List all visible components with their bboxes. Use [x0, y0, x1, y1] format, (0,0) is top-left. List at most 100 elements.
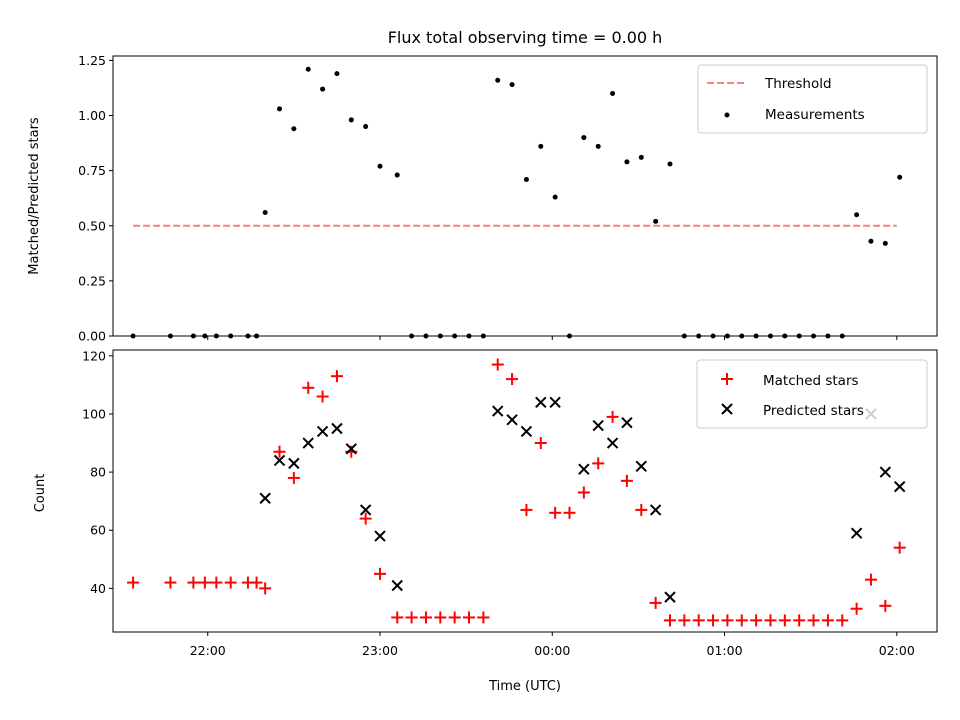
measurement-point [552, 194, 558, 200]
bottom-y-axis-label: Count [33, 474, 48, 513]
measurement-point [466, 333, 472, 339]
matched-star-point [721, 614, 734, 627]
chart-title: Flux total observing time = 0.00 h [388, 28, 663, 47]
bottom-y-tick-label: 40 [90, 581, 106, 596]
measurement-point [291, 126, 297, 132]
measurement-point [897, 174, 903, 180]
matched-star-point [807, 614, 820, 627]
matched-star-point [534, 437, 547, 450]
measurement-point [767, 333, 773, 339]
measurement-point [610, 90, 616, 96]
predicted-star-point [374, 530, 386, 542]
bottom-x-ticks: 22:00 23:00 00:00 01:00 02:00 [190, 632, 915, 658]
matched-star-point [764, 614, 777, 627]
matched-star-point [198, 576, 211, 589]
matched-star-point [127, 576, 140, 589]
matched-star-point [606, 410, 619, 423]
bottom-legend-box [696, 359, 928, 429]
predicted-star-point [879, 466, 892, 478]
measurement-point [882, 240, 888, 246]
measurement-point [130, 333, 136, 339]
measurement-point [782, 333, 788, 339]
measurement-point [523, 176, 529, 182]
matched-star-point [678, 614, 691, 627]
matched-star-point [793, 614, 806, 627]
top-panel-frame [112, 55, 938, 337]
measurement-point [452, 333, 458, 339]
matched-star-point [187, 576, 200, 589]
matched-star-point [735, 614, 748, 627]
predicted-star-point [664, 591, 676, 603]
predicted-star-point [345, 443, 358, 455]
top-y-tick-label: 0.50 [78, 218, 106, 233]
measurement-point [245, 333, 251, 339]
matched-star-point [419, 611, 432, 624]
top-x-ticks [207, 336, 898, 340]
x-tick-label: 00:00 [534, 643, 570, 658]
x-tick-label: 23:00 [362, 643, 398, 658]
matched-star-point [879, 599, 892, 612]
bottom-y-tick-label: 80 [90, 465, 106, 480]
predicted-star-point [273, 454, 286, 467]
matched-star-point [707, 614, 720, 627]
matched-star-point [692, 614, 705, 627]
top-y-axis-label: Matched/Predicted stars [27, 117, 42, 275]
matched-star-point [520, 503, 533, 516]
predicted-star-point [520, 425, 533, 438]
measurement-point [437, 333, 443, 339]
measurement-point [681, 333, 687, 339]
top-y-ticks: 0.00 0.25 0.50 0.75 1.00 1.25 [78, 53, 113, 344]
matched-star-point [778, 614, 791, 627]
bottom-y-tick-label: 60 [90, 523, 106, 538]
matched-star-point [316, 390, 329, 403]
measurement-point [581, 135, 587, 141]
measurement-point [825, 333, 831, 339]
measurement-point [796, 333, 802, 339]
measurement-point [320, 86, 326, 92]
predicted-star-point [578, 463, 590, 475]
top-y-tick-label: 0.00 [78, 329, 106, 344]
predicted-legend-swatch [721, 403, 733, 415]
matched-star-point [477, 611, 490, 624]
matched-star-point [330, 370, 343, 383]
predicted-star-point [302, 437, 314, 449]
matched-legend-swatch [721, 373, 733, 385]
matched-star-point [164, 576, 177, 589]
measurement-point [739, 333, 745, 339]
measurement-point [213, 333, 219, 339]
measurement-point [710, 333, 716, 339]
threshold-legend-label: Threshold [764, 76, 832, 92]
predicted-star-point [359, 504, 372, 516]
matched-star-point [563, 506, 576, 519]
predicted-legend-label: Predicted stars [763, 403, 864, 419]
measurement-point [409, 333, 415, 339]
measurement-point [363, 124, 369, 130]
matched-star-point [836, 614, 849, 627]
bottom-panel: 40 60 80 100 120 22:00 23:00 00:00 01:00 02:00 C… [33, 348, 938, 694]
measurement-point [394, 172, 400, 178]
predicted-star-point [535, 396, 547, 409]
predicted-star-point [635, 460, 647, 472]
matched-star-point [850, 602, 863, 615]
matched-star-point [210, 576, 223, 589]
measurement-point [262, 210, 268, 216]
matched-star-point [577, 486, 590, 499]
measurement-point [334, 71, 340, 77]
matched-star-point [434, 611, 447, 624]
measurement-point [305, 66, 311, 72]
measurement-point [839, 333, 845, 339]
predicted-star-point [850, 527, 863, 539]
predicted-star-point [288, 457, 300, 470]
predicted-star-point [492, 405, 504, 417]
bottom-legend: Matched stars Predicted stars [696, 359, 928, 429]
measurement-point [854, 212, 860, 218]
matched-star-point [302, 381, 315, 394]
measurement-point [190, 333, 196, 339]
bottom-panel-frame [112, 349, 938, 633]
predicted-star-point [621, 416, 633, 429]
measurement-point [624, 159, 630, 165]
measurement-point [228, 333, 234, 339]
matched-star-point [635, 503, 648, 516]
measurement-point [423, 333, 429, 339]
